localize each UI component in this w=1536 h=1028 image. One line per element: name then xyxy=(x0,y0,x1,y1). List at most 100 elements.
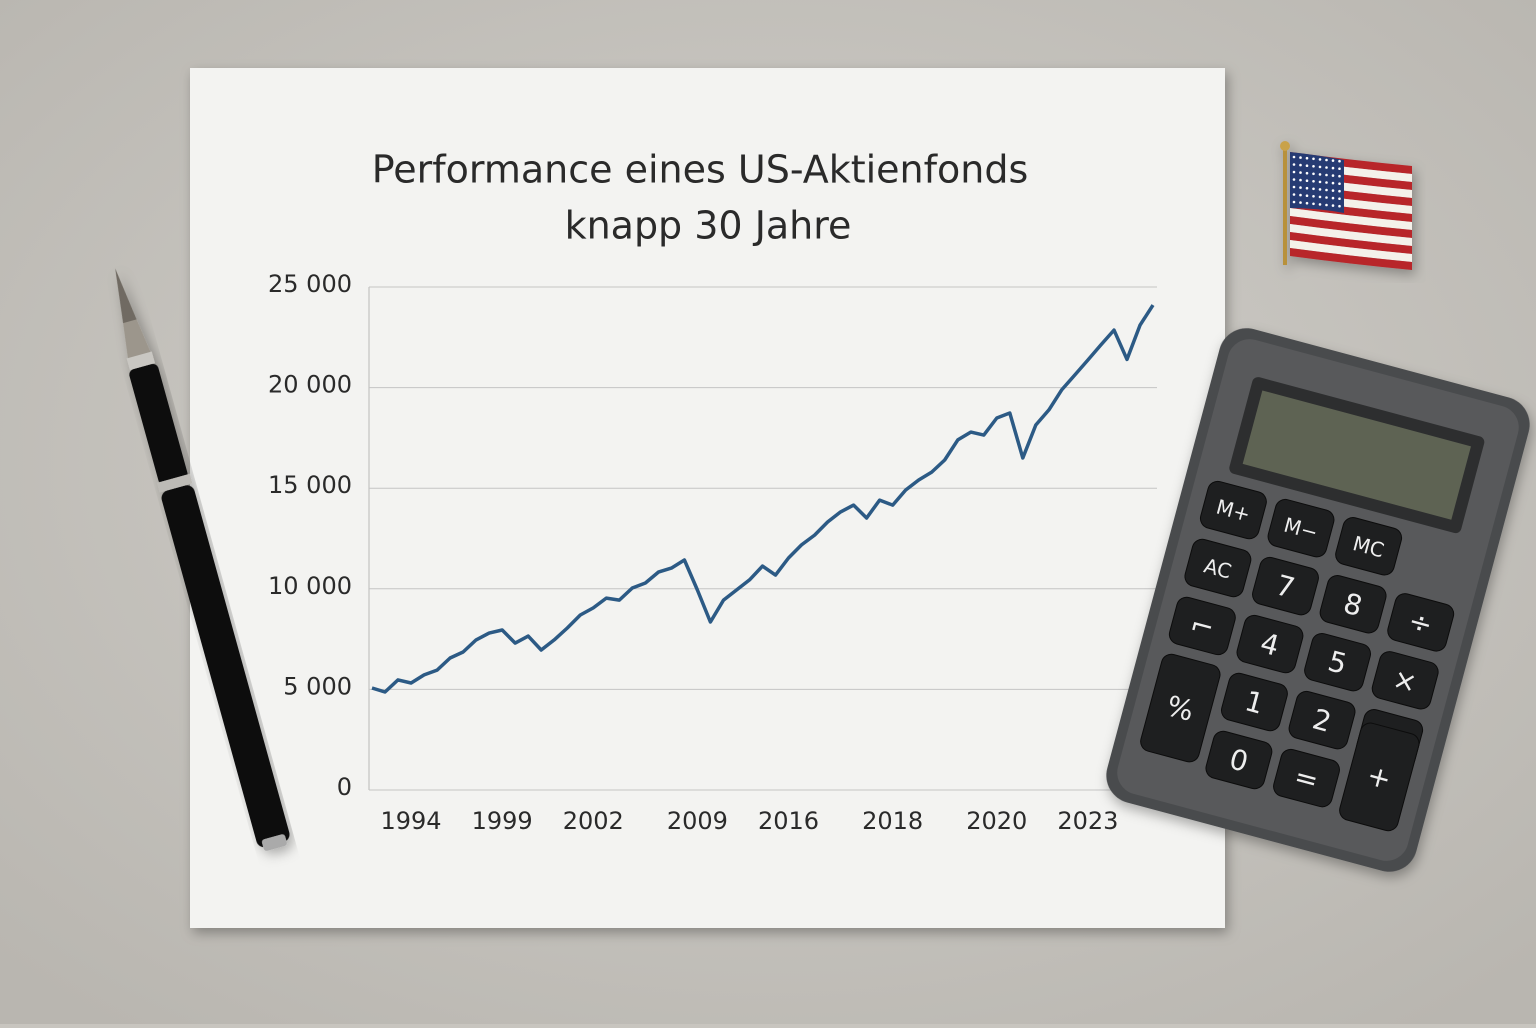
y-tick-label: 0 xyxy=(337,773,352,801)
flag-star xyxy=(1338,174,1341,178)
flag-star xyxy=(1318,195,1322,199)
flag-star xyxy=(1299,201,1302,204)
flag-star xyxy=(1312,165,1315,168)
flag-canton xyxy=(1290,152,1344,213)
data-line xyxy=(371,304,1155,694)
flag-star xyxy=(1299,186,1302,189)
calculator-key xyxy=(1168,596,1236,656)
calculator-key xyxy=(1220,672,1288,732)
flag-star xyxy=(1331,204,1335,207)
calculator-key xyxy=(1140,653,1221,763)
flag-stripe xyxy=(1290,208,1412,230)
flag-star xyxy=(1292,200,1296,204)
flag-star xyxy=(1305,171,1309,175)
flag-star xyxy=(1325,188,1328,192)
paper xyxy=(190,68,1225,928)
flag-stripe xyxy=(1290,232,1412,254)
flag-star xyxy=(1299,193,1302,197)
flag-star xyxy=(1305,156,1309,160)
calculator-key xyxy=(1339,722,1420,832)
y-tick-label: 5 000 xyxy=(283,672,352,700)
y-tick-label: 15 000 xyxy=(268,471,352,499)
flag-star xyxy=(1292,185,1296,189)
flag-star xyxy=(1318,203,1322,206)
x-tick-label: 1999 xyxy=(472,807,533,835)
flag-star xyxy=(1318,188,1322,191)
flag-star xyxy=(1325,173,1328,177)
flag-star xyxy=(1305,186,1309,190)
flag-star xyxy=(1338,182,1341,185)
x-tick-label: 2002 xyxy=(563,807,624,835)
flag-stripe xyxy=(1290,224,1412,246)
x-tick-label: 1994 xyxy=(381,807,442,835)
flag-stripe xyxy=(1290,248,1412,270)
flag-star xyxy=(1331,174,1335,177)
flag-star xyxy=(1325,158,1328,162)
flag-star xyxy=(1312,195,1315,198)
flag-star xyxy=(1338,197,1341,200)
calculator-key xyxy=(1335,517,1403,576)
x-tick-label: 2020 xyxy=(966,807,1027,835)
pen xyxy=(115,268,290,851)
flag-star xyxy=(1318,180,1322,184)
calculator-key xyxy=(1199,480,1267,540)
flag-star xyxy=(1338,189,1341,193)
flag-star xyxy=(1331,166,1335,170)
flag-star xyxy=(1331,196,1335,200)
flag-star xyxy=(1305,179,1309,182)
x-tick-label: 2018 xyxy=(862,807,923,835)
chart-title: knapp 30 Jahre xyxy=(565,204,852,248)
flag-star xyxy=(1325,203,1328,207)
flag-star xyxy=(1312,172,1315,176)
flag-star xyxy=(1325,166,1328,169)
calculator-key xyxy=(1288,690,1356,750)
flag-star xyxy=(1292,155,1296,159)
flag-star xyxy=(1312,187,1315,191)
flag-star xyxy=(1325,181,1328,184)
calculator-key xyxy=(1273,748,1340,808)
flag-star xyxy=(1305,201,1309,205)
flag-star xyxy=(1292,193,1296,196)
flag-star xyxy=(1338,204,1341,208)
flag-star xyxy=(1318,173,1322,176)
flag-star xyxy=(1292,163,1296,166)
y-tick-label: 20 000 xyxy=(268,371,352,399)
calculator-key xyxy=(1304,632,1372,692)
x-tick-label: 2023 xyxy=(1057,807,1118,835)
flag-star xyxy=(1338,167,1341,170)
flag-pin xyxy=(1280,141,1412,270)
chart-title: Performance eines US-Aktienfonds xyxy=(372,148,1029,192)
flag-star xyxy=(1299,163,1302,167)
flag-star xyxy=(1331,159,1335,162)
flag-star xyxy=(1325,196,1328,199)
calculator-key xyxy=(1205,730,1273,790)
flag-star xyxy=(1312,157,1315,161)
flag-star xyxy=(1338,159,1341,163)
flag-stripe xyxy=(1290,240,1412,262)
x-tick-label: 2016 xyxy=(758,807,819,835)
calculator-key xyxy=(1236,614,1304,674)
flag-star xyxy=(1305,164,1309,167)
x-tick-label: 2009 xyxy=(667,807,728,835)
calculator-key xyxy=(1184,538,1252,598)
flag-stripe xyxy=(1290,216,1412,238)
y-tick-label: 25 000 xyxy=(268,270,352,298)
calculator-key xyxy=(1319,575,1387,634)
flag-star xyxy=(1331,181,1335,185)
flag-star xyxy=(1312,180,1315,183)
flag-star xyxy=(1312,202,1315,206)
flag-star xyxy=(1299,156,1302,159)
calculator-key xyxy=(1252,556,1319,616)
y-tick-label: 10 000 xyxy=(268,572,352,600)
flag-star xyxy=(1292,178,1296,181)
calculator-key xyxy=(1371,651,1439,710)
flag-star xyxy=(1299,178,1302,182)
flag-star xyxy=(1299,171,1302,174)
flag-star xyxy=(1331,189,1335,192)
calculator-key xyxy=(1267,498,1335,558)
flag-star xyxy=(1318,165,1322,169)
flag-star xyxy=(1305,194,1309,197)
